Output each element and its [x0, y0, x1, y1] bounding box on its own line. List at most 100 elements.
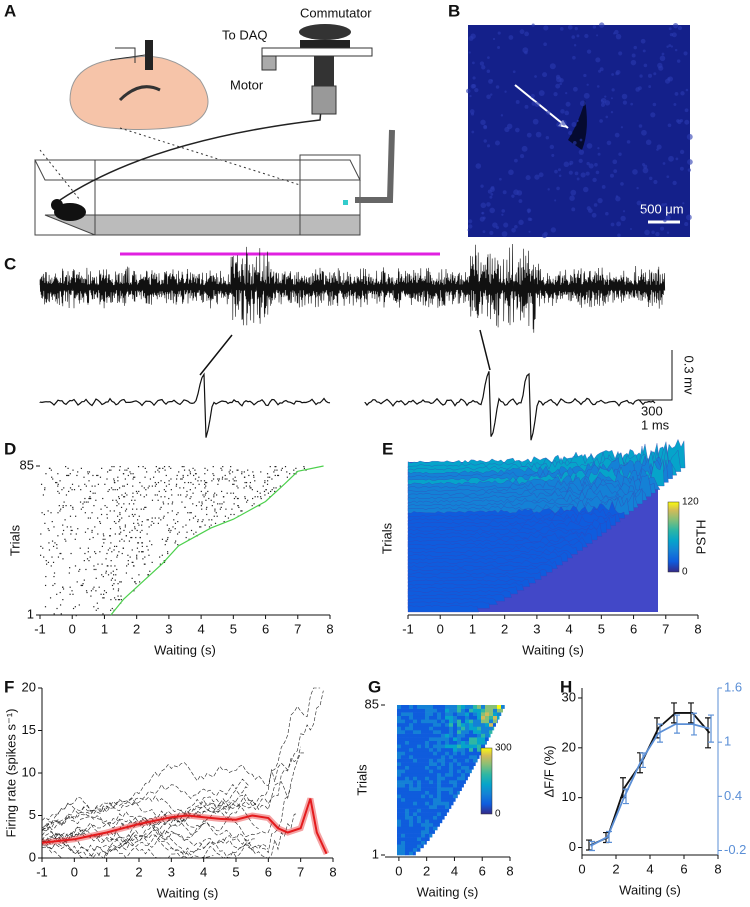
- spike-dot: [244, 497, 246, 500]
- heat-cell: [417, 840, 422, 845]
- spike-dot: [168, 466, 170, 468]
- heat-cell: [461, 712, 466, 717]
- tissue-speckle: [490, 185, 495, 190]
- spike-dot: [213, 496, 215, 498]
- spike-dot: [251, 489, 253, 491]
- heat-cell: [489, 712, 494, 717]
- heat-cell: [417, 847, 421, 852]
- spike-dot: [266, 473, 269, 475]
- heat-cell: [449, 801, 454, 806]
- spike-dot: [220, 467, 222, 469]
- heat-cell: [397, 844, 402, 849]
- heat-cell: [417, 705, 422, 709]
- heat-cell: [489, 722, 494, 727]
- spike-dot: [95, 590, 97, 592]
- spike-dot: [86, 591, 88, 594]
- heat-cell: [413, 722, 418, 727]
- tissue-speckle: [563, 161, 570, 168]
- spike-dot: [74, 538, 76, 540]
- heat-cell: [401, 726, 406, 731]
- spike-dot: [277, 474, 279, 477]
- y2-axis-label: z-scored ΔF/F: [748, 730, 750, 814]
- heat-cell: [453, 705, 458, 709]
- spike-dot: [273, 487, 275, 489]
- spike-dot: [117, 595, 119, 597]
- spike-dot: [195, 531, 197, 533]
- spike-dot: [93, 606, 95, 608]
- spike-dot: [186, 531, 188, 533]
- spike-dot: [138, 515, 140, 517]
- spike-dot: [71, 483, 74, 485]
- spike-dot: [139, 531, 141, 533]
- spike-dot: [87, 501, 89, 503]
- spike-dot: [95, 568, 97, 571]
- spike-dot: [237, 487, 239, 489]
- heat-cell: [413, 780, 418, 784]
- heat-cell: [405, 794, 410, 799]
- spike-dot: [151, 561, 153, 563]
- error-bar: [705, 717, 711, 749]
- tissue-speckle: [600, 97, 607, 104]
- spike-dot: [217, 503, 219, 505]
- tissue-speckle: [495, 85, 500, 89]
- spike-dot: [267, 480, 269, 482]
- spike-dot: [211, 480, 213, 482]
- spike-dot: [80, 489, 82, 491]
- heat-cell: [397, 744, 402, 749]
- heat-cell: [421, 826, 426, 831]
- spike-dot: [132, 565, 135, 567]
- heat-cell: [421, 747, 426, 752]
- heat-cell: [481, 730, 486, 734]
- heat-cell: [437, 730, 442, 734]
- spike-dot: [172, 526, 174, 528]
- heat-cell: [429, 790, 434, 795]
- spike-dot: [197, 519, 199, 521]
- y-tick-label: 15: [22, 722, 36, 737]
- x-tick-label: 0: [437, 621, 444, 636]
- heat-cell: [453, 740, 458, 745]
- spike-dot: [119, 519, 121, 521]
- heat-cell: [413, 805, 418, 809]
- spike-dot: [168, 529, 170, 532]
- tissue-speckle: [554, 199, 557, 202]
- heat-cell: [401, 837, 406, 842]
- heat-cell: [457, 794, 458, 799]
- heat-cell: [457, 762, 462, 767]
- spike-dot: [57, 556, 60, 558]
- heat-cell: [417, 790, 422, 795]
- heat-cell: [445, 747, 450, 752]
- heat-cell: [409, 751, 414, 756]
- spike-dot: [125, 508, 128, 510]
- panel-label: E: [382, 439, 393, 458]
- spike-dot: [110, 565, 112, 567]
- spike-dot: [205, 508, 208, 510]
- spike-dot: [139, 581, 141, 583]
- heat-cell: [445, 805, 450, 809]
- spike-dot: [203, 480, 206, 482]
- spike-dot: [101, 574, 103, 576]
- heat-cell: [449, 805, 452, 809]
- tissue-speckle: [670, 45, 673, 48]
- heat-cell: [445, 808, 450, 813]
- spike-dot: [148, 526, 150, 528]
- heat-cell: [473, 751, 478, 756]
- heat-cell: [465, 758, 470, 763]
- spike-dot: [206, 513, 208, 516]
- tissue-speckle: [538, 90, 545, 97]
- heat-cell: [421, 769, 426, 774]
- spike-dot: [132, 496, 134, 498]
- spike-dot: [156, 494, 158, 496]
- spike-dot: [207, 490, 209, 493]
- heat-cell: [481, 722, 486, 727]
- heat-cell: [397, 812, 402, 817]
- spike-dot: [115, 599, 117, 601]
- tissue-speckle: [580, 172, 586, 178]
- spike-dot: [213, 474, 215, 477]
- spike-dot: [137, 542, 140, 544]
- spike-dot: [118, 469, 121, 471]
- spike-dot: [231, 471, 234, 473]
- heat-cell: [465, 747, 470, 752]
- spike-dot: [56, 593, 58, 595]
- heat-cell: [425, 805, 430, 809]
- spike-dot: [124, 469, 126, 471]
